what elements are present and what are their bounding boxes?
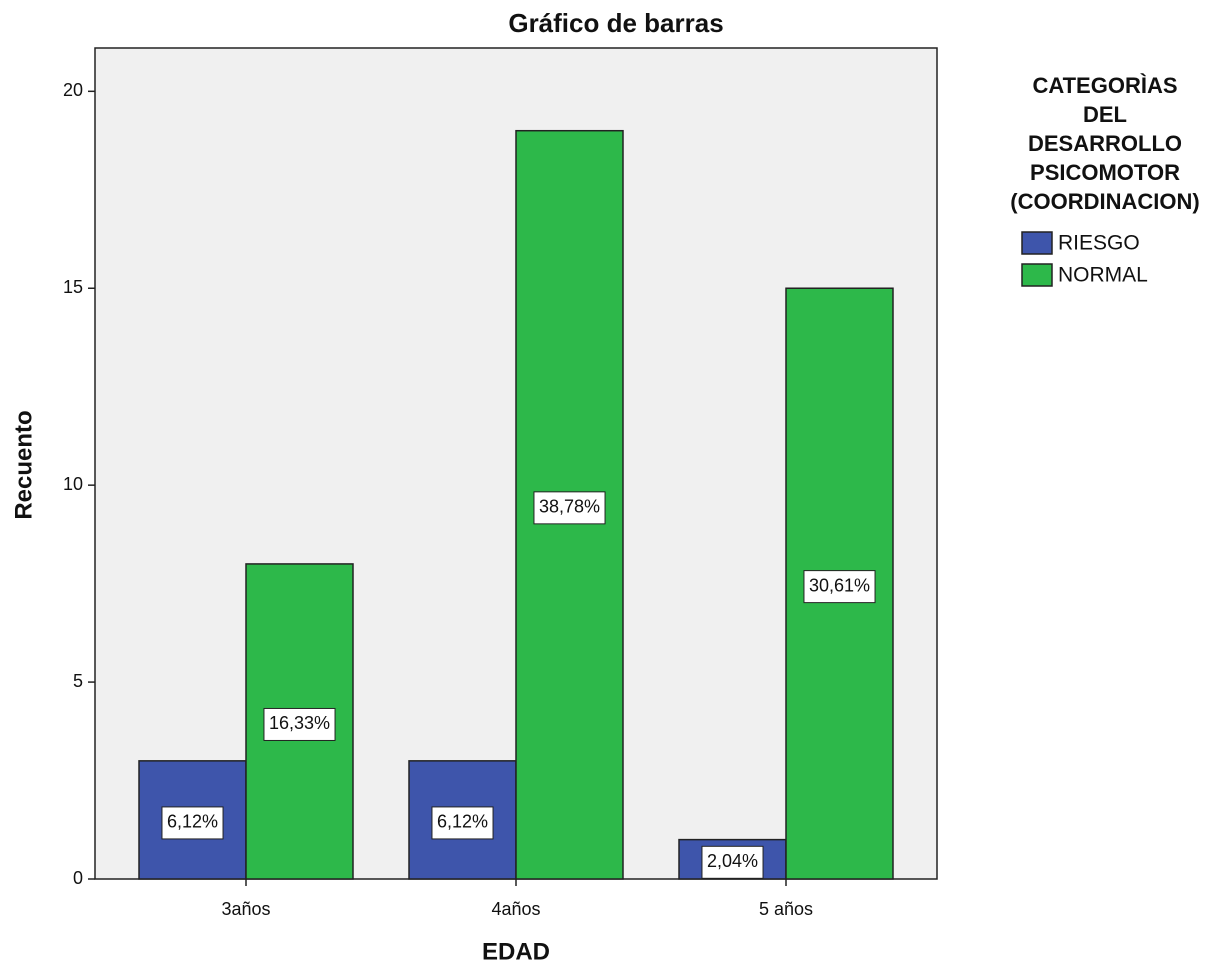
data-label: 6,12% xyxy=(437,812,488,832)
data-label-box xyxy=(431,806,494,840)
y-tick-label: 20 xyxy=(63,80,83,100)
legend-title: PSICOMOTOR xyxy=(1030,160,1180,185)
legend-title: DEL xyxy=(1083,102,1127,127)
legend-label: NORMAL xyxy=(1058,264,1148,287)
x-axis-label: EDAD xyxy=(482,938,550,965)
y-tick-label: 10 xyxy=(63,474,83,494)
data-label-box xyxy=(701,845,764,879)
data-label-box xyxy=(263,707,336,741)
data-label-box xyxy=(161,806,224,840)
legend-title: CATEGORÌAS xyxy=(1032,73,1177,98)
data-label: 2,04% xyxy=(707,851,758,871)
legend-title: DESARROLLO xyxy=(1028,131,1182,156)
legend-label: RIESGO xyxy=(1058,232,1140,255)
legend-swatch xyxy=(1021,231,1053,255)
data-label-box xyxy=(803,570,876,604)
data-label: 30,61% xyxy=(809,575,870,595)
x-tick-label: 5 años xyxy=(759,899,813,919)
legend-title: (COORDINACION) xyxy=(1010,189,1199,214)
x-tick-label: 4años xyxy=(491,899,540,919)
data-label: 38,78% xyxy=(539,497,600,517)
y-tick-label: 5 xyxy=(73,671,83,691)
x-tick-label: 3años xyxy=(221,899,270,919)
data-label: 16,33% xyxy=(269,713,330,733)
data-label-box xyxy=(533,491,606,525)
chart-title: Gráfico de barras xyxy=(508,8,723,38)
y-axis-label: Recuento xyxy=(10,410,37,519)
data-label: 6,12% xyxy=(167,812,218,832)
legend-swatch xyxy=(1021,263,1053,287)
y-tick-label: 0 xyxy=(73,868,83,888)
y-tick-label: 15 xyxy=(63,277,83,297)
